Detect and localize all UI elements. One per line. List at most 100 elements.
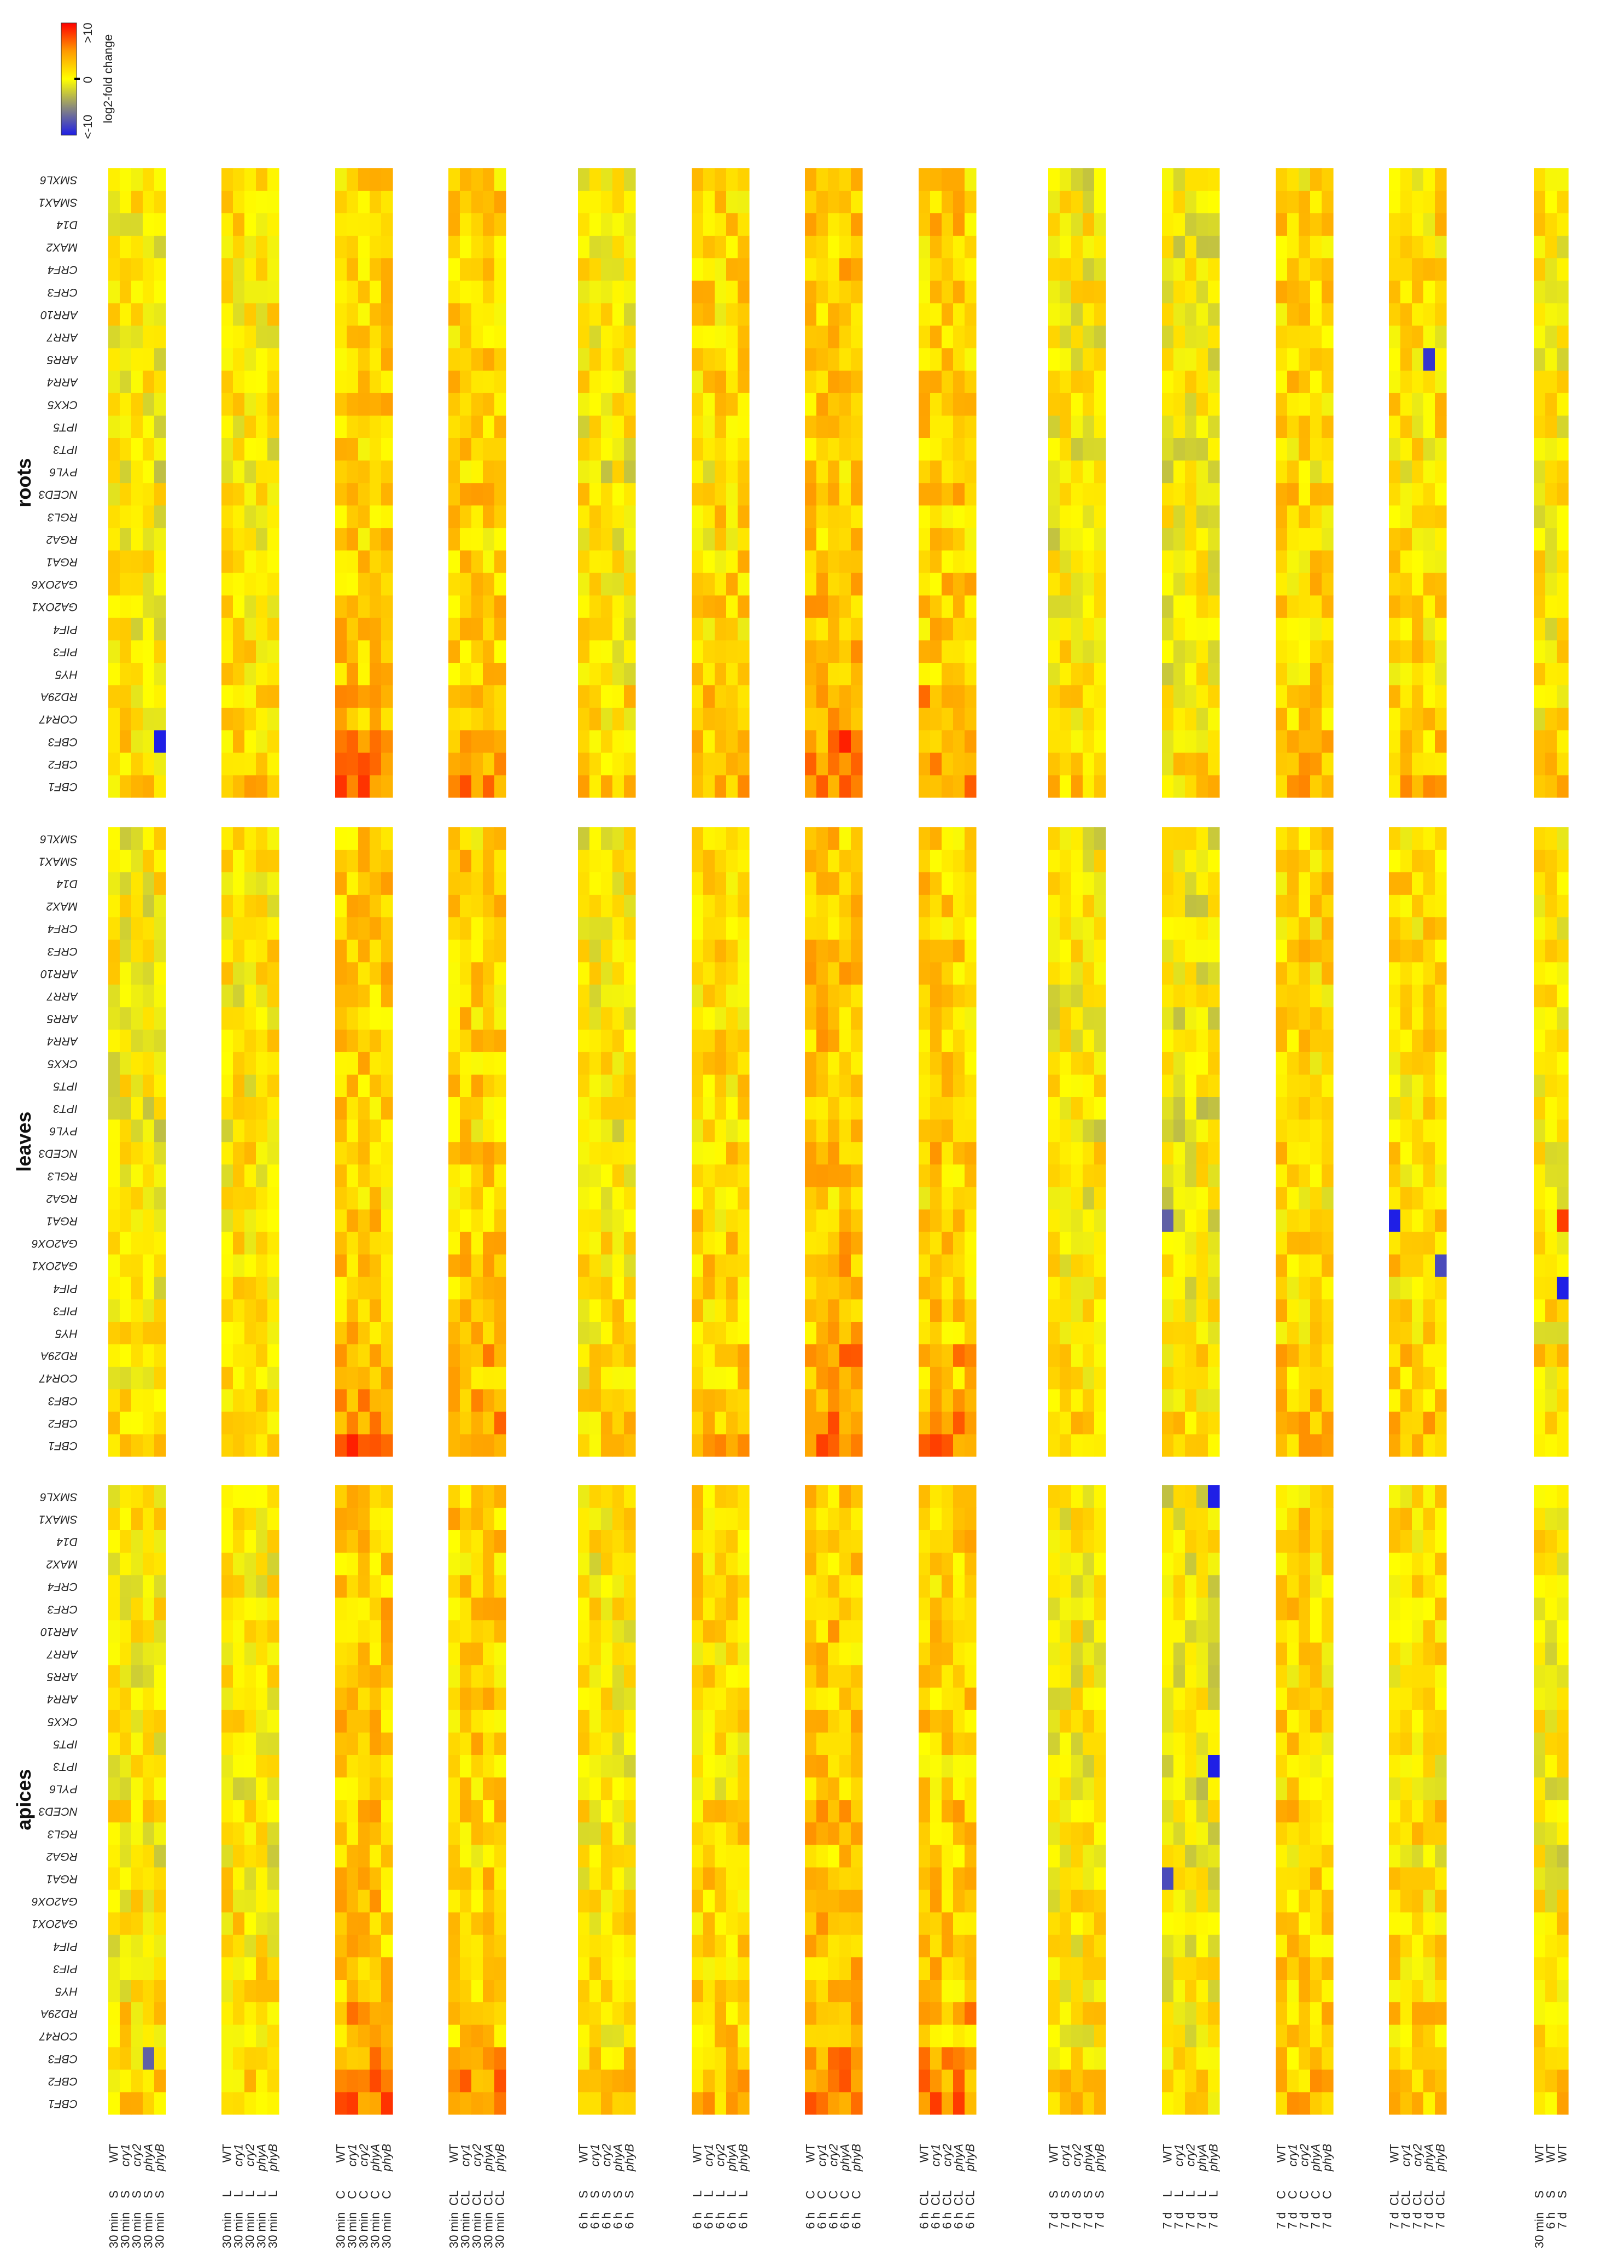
heat-cell: [1534, 1007, 1546, 1030]
heat-cell: [930, 752, 942, 776]
heat-cell: [851, 917, 863, 940]
heat-cell: [703, 1979, 715, 2003]
heat-cell: [578, 1029, 590, 1052]
heat-cell: [839, 1433, 851, 1457]
heat-cell: [692, 1890, 704, 1913]
heat-cell: [370, 2024, 382, 2048]
heat-cell: [601, 1074, 613, 1097]
heat-cell: [370, 1097, 382, 1120]
heat-cell: [233, 1710, 245, 1733]
heat-cell: [703, 872, 715, 895]
heat-cell: [471, 1642, 483, 1665]
heat-cell: [1557, 1074, 1569, 1097]
heat-cell: [1423, 707, 1435, 731]
heat-cell: [1071, 984, 1083, 1007]
heat-cell: [1060, 662, 1072, 686]
heat-cell: [1310, 640, 1322, 663]
heat-cell: [1173, 505, 1185, 528]
heat-cell: [1060, 302, 1072, 326]
heat-cell: [624, 505, 636, 528]
heat-cell: [1185, 1665, 1197, 1688]
heat-cell: [578, 939, 590, 963]
heat-cell: [381, 1164, 393, 1187]
heat-cell: [1287, 730, 1299, 753]
heat-cell: [483, 1934, 495, 1957]
heat-cell: [839, 1552, 851, 1576]
heat-cell: [221, 1141, 233, 1165]
heat-cell: [108, 1665, 120, 1688]
heat-cell: [1322, 1890, 1334, 1913]
heat-cell: [589, 2002, 601, 2025]
heat-cell: [1162, 460, 1174, 483]
heat-cell: [589, 280, 601, 304]
heat-cell: [1310, 1890, 1322, 1913]
heat-cell: [1196, 2069, 1208, 2092]
heat-cell: [460, 1530, 472, 1553]
heat-cell: [370, 984, 382, 1007]
heat-cell: [381, 190, 393, 213]
heat-cell: [267, 258, 279, 281]
heat-cell: [816, 415, 828, 438]
heat-cell: [1276, 872, 1288, 895]
heat-cell: [1094, 1979, 1106, 2003]
heat-cell: [839, 348, 851, 371]
heat-cell: [692, 1642, 704, 1665]
heat-cell: [154, 213, 166, 236]
heat-cell: [703, 849, 715, 872]
heat-cell: [1400, 1411, 1412, 1435]
heat-cell: [460, 1687, 472, 1710]
heat-cell: [930, 1141, 942, 1165]
heat-cell: [805, 1687, 817, 1710]
heat-cell: [919, 1777, 931, 1800]
heat-cell: [1185, 168, 1197, 191]
heat-cell: [143, 1822, 155, 1845]
heat-cell: [448, 1097, 460, 1120]
heat-cell: [1276, 1411, 1288, 1435]
heat-cell: [1162, 505, 1174, 528]
heat-cell: [221, 1597, 233, 1620]
heat-cell: [1083, 280, 1095, 304]
heat-cell: [1060, 1552, 1072, 1576]
heat-cell: [726, 2002, 738, 2025]
heat-cell: [1400, 527, 1412, 551]
heat-cell: [578, 550, 590, 573]
heat-cell: [1196, 235, 1208, 259]
heat-cell: [578, 325, 590, 348]
heat-cell: [256, 2069, 268, 2092]
heat-cell: [1412, 415, 1424, 438]
heat-cell: [460, 213, 472, 236]
heat-cell: [1412, 190, 1424, 213]
heat-cell: [1534, 482, 1546, 506]
heat-cell: [738, 984, 750, 1007]
heat-cell: [1048, 438, 1060, 461]
heat-cell: [1048, 1710, 1060, 1733]
heat-cell: [953, 325, 965, 348]
heat-cell: [1173, 1507, 1185, 1530]
heat-cell: [267, 1844, 279, 1868]
heat-cell: [953, 1552, 965, 1576]
heat-cell: [471, 872, 483, 895]
heat-cell: [1276, 1232, 1288, 1255]
heat-cell: [381, 460, 393, 483]
heat-cell: [828, 1097, 840, 1120]
heat-cell: [726, 168, 738, 191]
heat-cell: [965, 505, 977, 528]
heat-cell: [1208, 1890, 1220, 1913]
heat-cell: [267, 984, 279, 1007]
heat-cell: [1083, 1074, 1095, 1097]
heat-cell: [154, 482, 166, 506]
heat-cell: [256, 917, 268, 940]
heat-cell: [1299, 1074, 1311, 1097]
heat-cell: [578, 1597, 590, 1620]
heat-cell: [108, 1433, 120, 1457]
heat-cell: [131, 348, 143, 371]
heat-cell: [578, 774, 590, 798]
heat-cell: [851, 1321, 863, 1345]
heat-cell: [612, 1299, 624, 1322]
heat-cell: [143, 1754, 155, 1778]
heat-cell: [942, 460, 954, 483]
heat-cell: [1310, 984, 1322, 1007]
heat-cell: [839, 1710, 851, 1733]
heat-cell: [1545, 872, 1557, 895]
legend-max-label: >10: [81, 22, 95, 43]
